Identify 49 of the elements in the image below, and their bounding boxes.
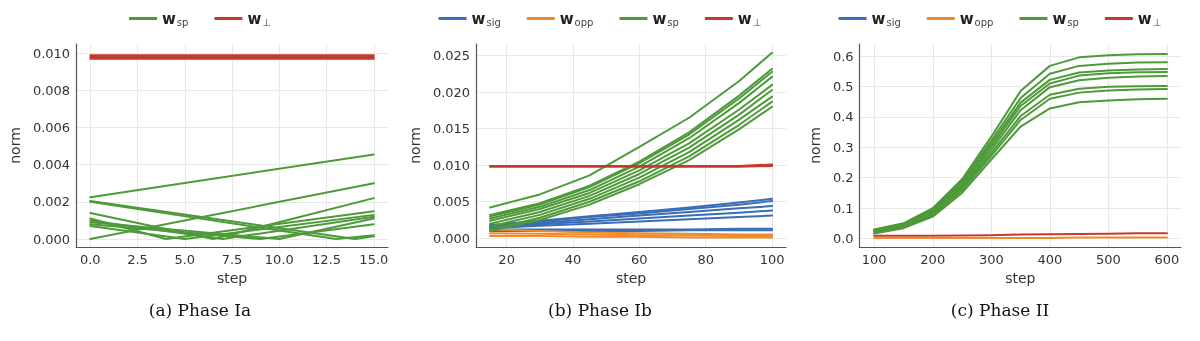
x-tick-label: 100 [759, 252, 785, 267]
y-tick-label: 0.010 [432, 157, 471, 173]
x-axis-title: step [1005, 270, 1036, 286]
text: (c) Phase II [950, 299, 1050, 320]
x-tick-label: 400 [1037, 252, 1063, 267]
y-tick-label: 0.6 [832, 48, 854, 64]
y-tick-label: 0.006 [32, 120, 71, 136]
x-tick-label: 5.0 [174, 252, 196, 267]
y-axis-title: norm [407, 127, 423, 164]
x-axis-title: step [615, 270, 647, 286]
x-tick-label: 60 [631, 252, 648, 267]
text: (a) Phase Ia [148, 299, 252, 320]
x-tick-label: 100 [861, 252, 887, 267]
x-tick-label: 10.0 [264, 252, 294, 267]
legend-label: w⊥ [247, 9, 271, 28]
x-tick-label: 300 [978, 252, 1004, 267]
y-tick-label: 0.008 [32, 82, 71, 98]
legend-label: w⊥ [737, 9, 762, 28]
y-tick-label: 0.3 [832, 139, 854, 155]
x-tick-label: 80 [697, 252, 714, 267]
y-tick-label: 0.010 [32, 45, 71, 61]
y-tick-label: 0.1 [832, 200, 854, 216]
y-axis-title: norm [7, 127, 23, 164]
text: (b) Phase Ib [548, 299, 653, 320]
x-tick-label: 15.0 [359, 252, 389, 267]
y-tick-label: 0.2 [832, 170, 854, 186]
y-tick-label: 0.015 [432, 121, 471, 137]
y-tick-label: 0.002 [32, 194, 71, 210]
legend-label: w⊥ [1137, 9, 1162, 28]
x-tick-label: 20 [498, 252, 515, 267]
x-tick-label: 600 [1154, 252, 1180, 267]
y-tick-label: 0.0 [832, 230, 854, 246]
x-axis-title: step [216, 270, 248, 286]
x-tick-label: 7.5 [221, 252, 243, 267]
y-tick-label: 0.005 [432, 194, 471, 210]
y-tick-label: 0.000 [432, 230, 471, 246]
x-tick-label: 2.5 [127, 252, 148, 267]
x-tick-label: 0.0 [79, 252, 101, 267]
y-tick-label: 0.5 [832, 79, 854, 95]
x-tick-label: 200 [920, 252, 946, 267]
y-tick-label: 0.025 [432, 48, 471, 64]
x-tick-label: 40 [564, 252, 582, 267]
x-tick-label: 500 [1095, 252, 1121, 267]
x-tick-label: 12.5 [312, 252, 342, 267]
y-tick-label: 0.004 [32, 157, 71, 173]
y-tick-label: 0.000 [32, 231, 71, 247]
y-axis-title: norm [807, 127, 823, 164]
y-tick-label: 0.020 [432, 84, 471, 100]
y-tick-label: 0.4 [832, 109, 854, 125]
